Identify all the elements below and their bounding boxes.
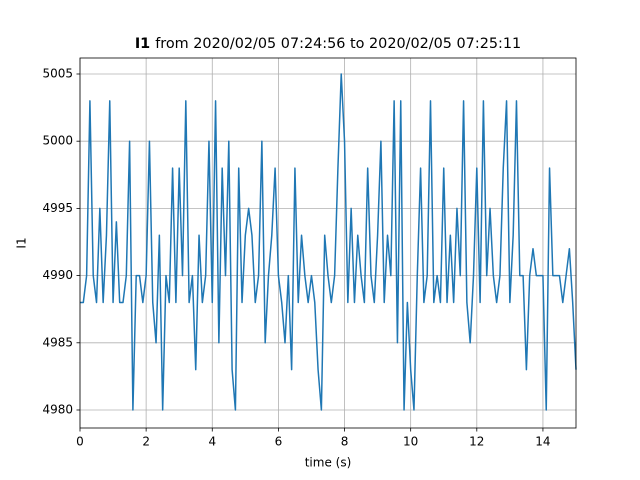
y-tick-label: 5000 xyxy=(42,134,73,148)
x-tick-label: 0 xyxy=(76,435,84,449)
y-axis-label: I1 xyxy=(15,237,29,248)
x-tick-label: 14 xyxy=(535,435,550,449)
y-tick-label: 5005 xyxy=(42,66,73,80)
x-tick-label: 6 xyxy=(275,435,283,449)
y-tick-label: 4985 xyxy=(42,335,73,349)
x-tick-label: 12 xyxy=(469,435,484,449)
y-tick-label: 4990 xyxy=(42,268,73,282)
y-tick-label: 4980 xyxy=(42,402,73,416)
data-line xyxy=(80,73,577,411)
x-tick-label: 10 xyxy=(403,435,418,449)
plot-frame xyxy=(79,57,577,429)
chart-title: I1 from 2020/02/05 07:24:56 to 2020/02/05… xyxy=(135,36,521,52)
title-bold: I1 xyxy=(135,36,150,52)
title-text: from 2020/02/05 07:24:56 to 2020/02/05 0… xyxy=(155,36,521,52)
x-tick-label: 2 xyxy=(142,435,150,449)
x-axis-label: time (s) xyxy=(305,456,352,470)
x-tick-label: 4 xyxy=(208,435,216,449)
y-tick-label: 4995 xyxy=(42,201,73,215)
x-tick-label: 8 xyxy=(341,435,349,449)
